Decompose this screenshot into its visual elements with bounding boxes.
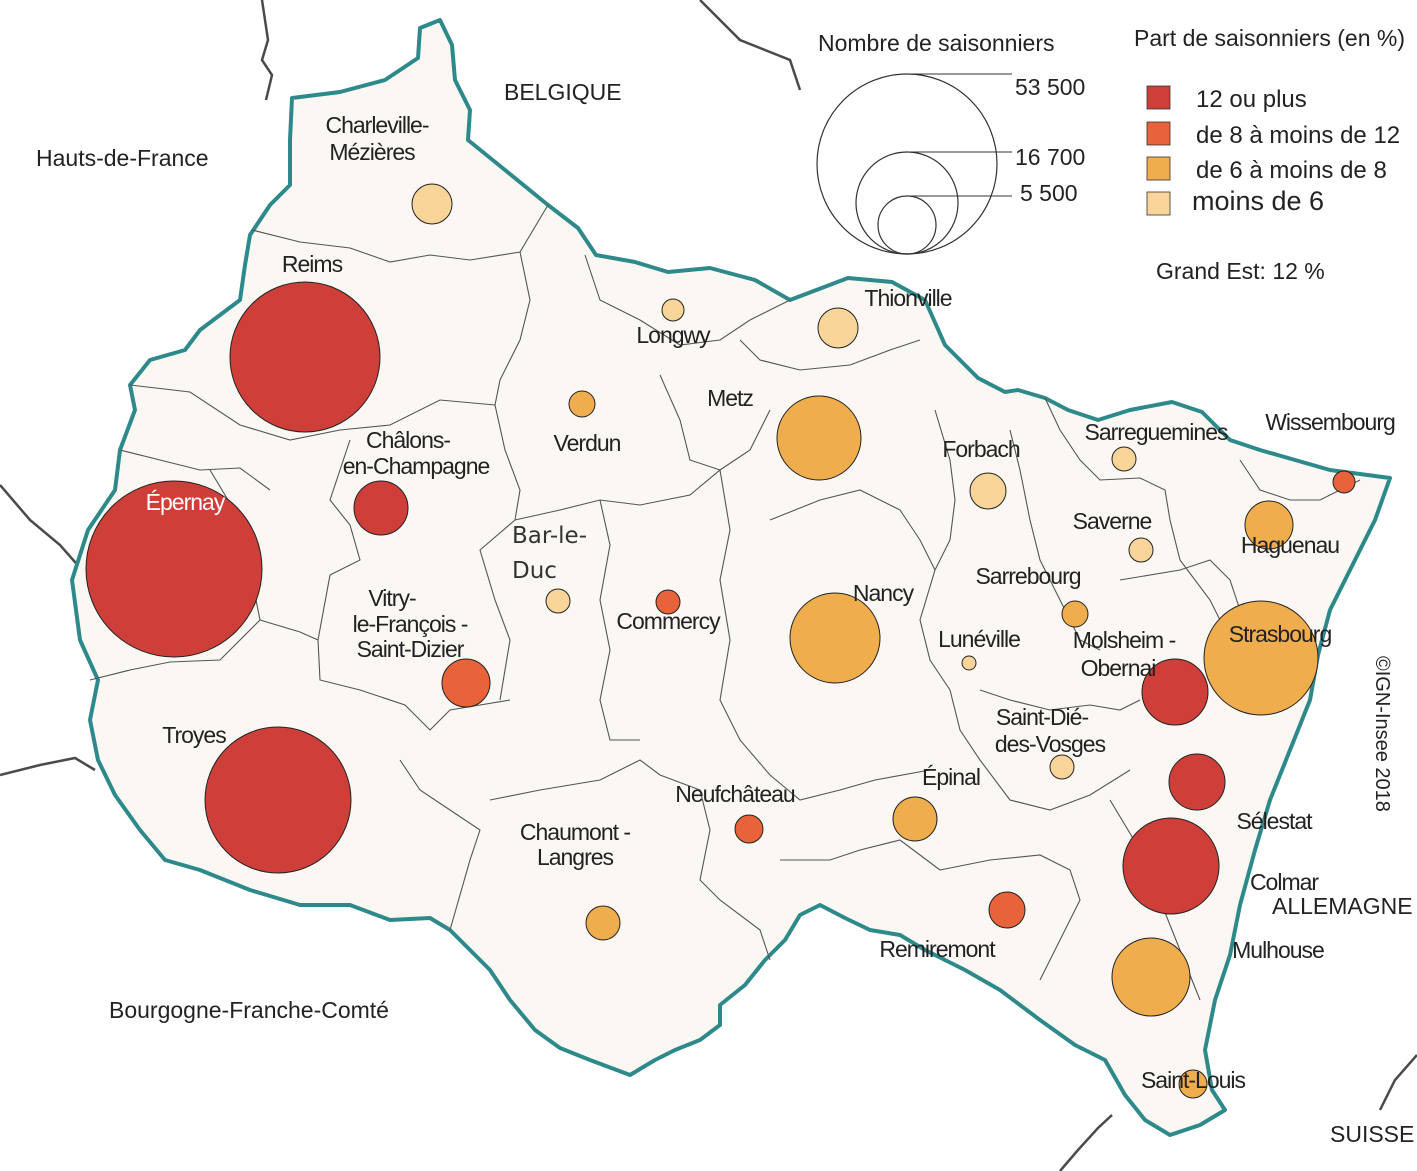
legend-size-value-2: 16 700 [1015,144,1085,170]
label-epernay: Épernay [146,489,226,515]
legend-color: Part de saisonniers (en %) 12 ou plus de… [1134,25,1405,284]
circle-bar-le-duc [545,588,571,614]
circle-strasbourg [1203,600,1319,716]
legend-size-value-3: 5 500 [1020,180,1078,206]
circle-haguenau [1244,500,1294,550]
legend-label-2: de 8 à moins de 12 [1196,122,1400,149]
label-longwy: Longwy [636,322,711,348]
circle-nancy [789,592,881,684]
label-vitry-3: Saint-Dizier [357,636,465,662]
circle-vitry [441,658,491,708]
label-bar-le-duc-2: Duc [512,558,557,584]
copyright: ©IGN-Insee 2018 [1371,656,1393,812]
circle-saint-louis [1178,1069,1208,1099]
circle-commercy [655,589,681,615]
label-suisse: SUISSE [1330,1121,1414,1147]
circle-molsheim [1141,658,1209,726]
label-neufchateau: Neufchâteau [675,781,795,807]
label-luneville: Lunéville [938,626,1020,652]
legend-total: Grand Est: 12 % [1156,258,1325,284]
circle-chaumont [585,905,621,941]
legend-swatch-3 [1146,156,1171,181]
label-chalons-1: Châlons- [366,427,450,453]
legend-size-title: Nombre de saisonniers [818,30,1055,56]
circle-selestat [1168,753,1226,811]
circle-metz [776,395,862,481]
label-molsheim-1: Molsheim - [1073,627,1176,653]
label-charleville-2: Mézières [329,139,415,165]
label-vitry-1: Vitry- [368,585,416,611]
circle-sarreguemines [1111,446,1137,472]
label-vitry-2: le-François - [353,611,468,637]
circle-charleville [411,183,453,225]
label-chaumont-1: Chaumont - [520,819,631,845]
label-sarrebourg: Sarrebourg [975,563,1080,589]
zone-boundaries [89,204,1361,1001]
label-wissembourg: Wissembourg [1265,409,1395,435]
circle-saverne [1128,537,1154,563]
label-epinal: Épinal [922,764,980,790]
circle-colmar [1122,817,1220,915]
circle-chalons [353,480,409,536]
label-strasbourg: Strasbourg [1229,621,1332,647]
circle-neufchateau [734,814,764,844]
circle-luneville [961,655,977,671]
legend-swatch-4 [1146,191,1171,216]
label-charleville-1: Charleville- [325,112,428,138]
label-saverne: Saverne [1073,508,1152,534]
label-bar-le-duc-1: Bar-le- [512,523,587,549]
legend-size-value-1: 53 500 [1015,74,1085,100]
circle-forbach [969,472,1007,510]
label-saint-louis: Saint-Louis [1141,1067,1246,1093]
label-reims: Reims [282,251,343,277]
circle-thionville [817,307,859,349]
label-selestat: Sélestat [1236,808,1313,834]
label-metz: Metz [707,385,753,411]
label-thionville: Thionville [864,285,951,311]
circle-remiremont [988,891,1026,929]
circle-wissembourg [1332,470,1356,494]
circle-verdun [568,390,596,418]
label-molsheim-2: Obernai [1081,655,1156,681]
legend-label-3: de 6 à moins de 8 [1196,157,1387,184]
circle-longwy [661,298,685,322]
circle-troyes [204,726,352,874]
legend-label-4: moins de 6 [1192,186,1324,216]
label-bourgogne: Bourgogne-Franche-Comté [109,997,389,1023]
legend-label-1: 12 ou plus [1196,86,1307,113]
circle-sarrebourg [1061,600,1089,628]
country-labels: BELGIQUE Hauts-de-France Bourgogne-Franc… [36,79,1414,1147]
label-belgique: BELGIQUE [504,79,622,105]
label-troyes: Troyes [162,722,226,748]
label-nancy: Nancy [853,580,915,606]
legend-swatch-1 [1146,85,1171,110]
label-colmar: Colmar [1250,869,1319,895]
circle-reims [229,281,381,433]
legend-size: Nombre de saisonniers 53 500 16 700 5 50… [816,30,1085,255]
circle-mulhouse [1111,937,1191,1017]
label-chaumont-2: Langres [537,844,614,870]
label-haguenau: Haguenau [1241,532,1339,558]
label-sarreguemines: Sarreguemines [1085,419,1228,445]
circle-epinal [892,796,938,842]
circle-epernay [85,480,263,658]
label-mulhouse: Mulhouse [1232,937,1324,963]
label-hauts-de-france: Hauts-de-France [36,145,209,171]
label-chalons-2: en-Champagne [343,453,490,479]
label-verdun: Verdun [554,430,621,456]
circle-saint-die [1049,754,1075,780]
legend-swatch-2 [1146,121,1171,146]
label-saint-die-2: des-Vosges [995,731,1106,757]
label-saint-die-1: Saint-Dié- [996,704,1089,730]
label-forbach: Forbach [942,436,1020,462]
label-commercy: Commercy [616,608,721,634]
label-allemagne: ALLEMAGNE [1272,893,1413,919]
legend-color-title: Part de saisonniers (en %) [1134,25,1405,51]
city-labels: Charleville- Mézières Reims Châlons- en-… [146,112,1396,1093]
label-remiremont: Remiremont [879,936,996,962]
city-circles [85,183,1356,1099]
